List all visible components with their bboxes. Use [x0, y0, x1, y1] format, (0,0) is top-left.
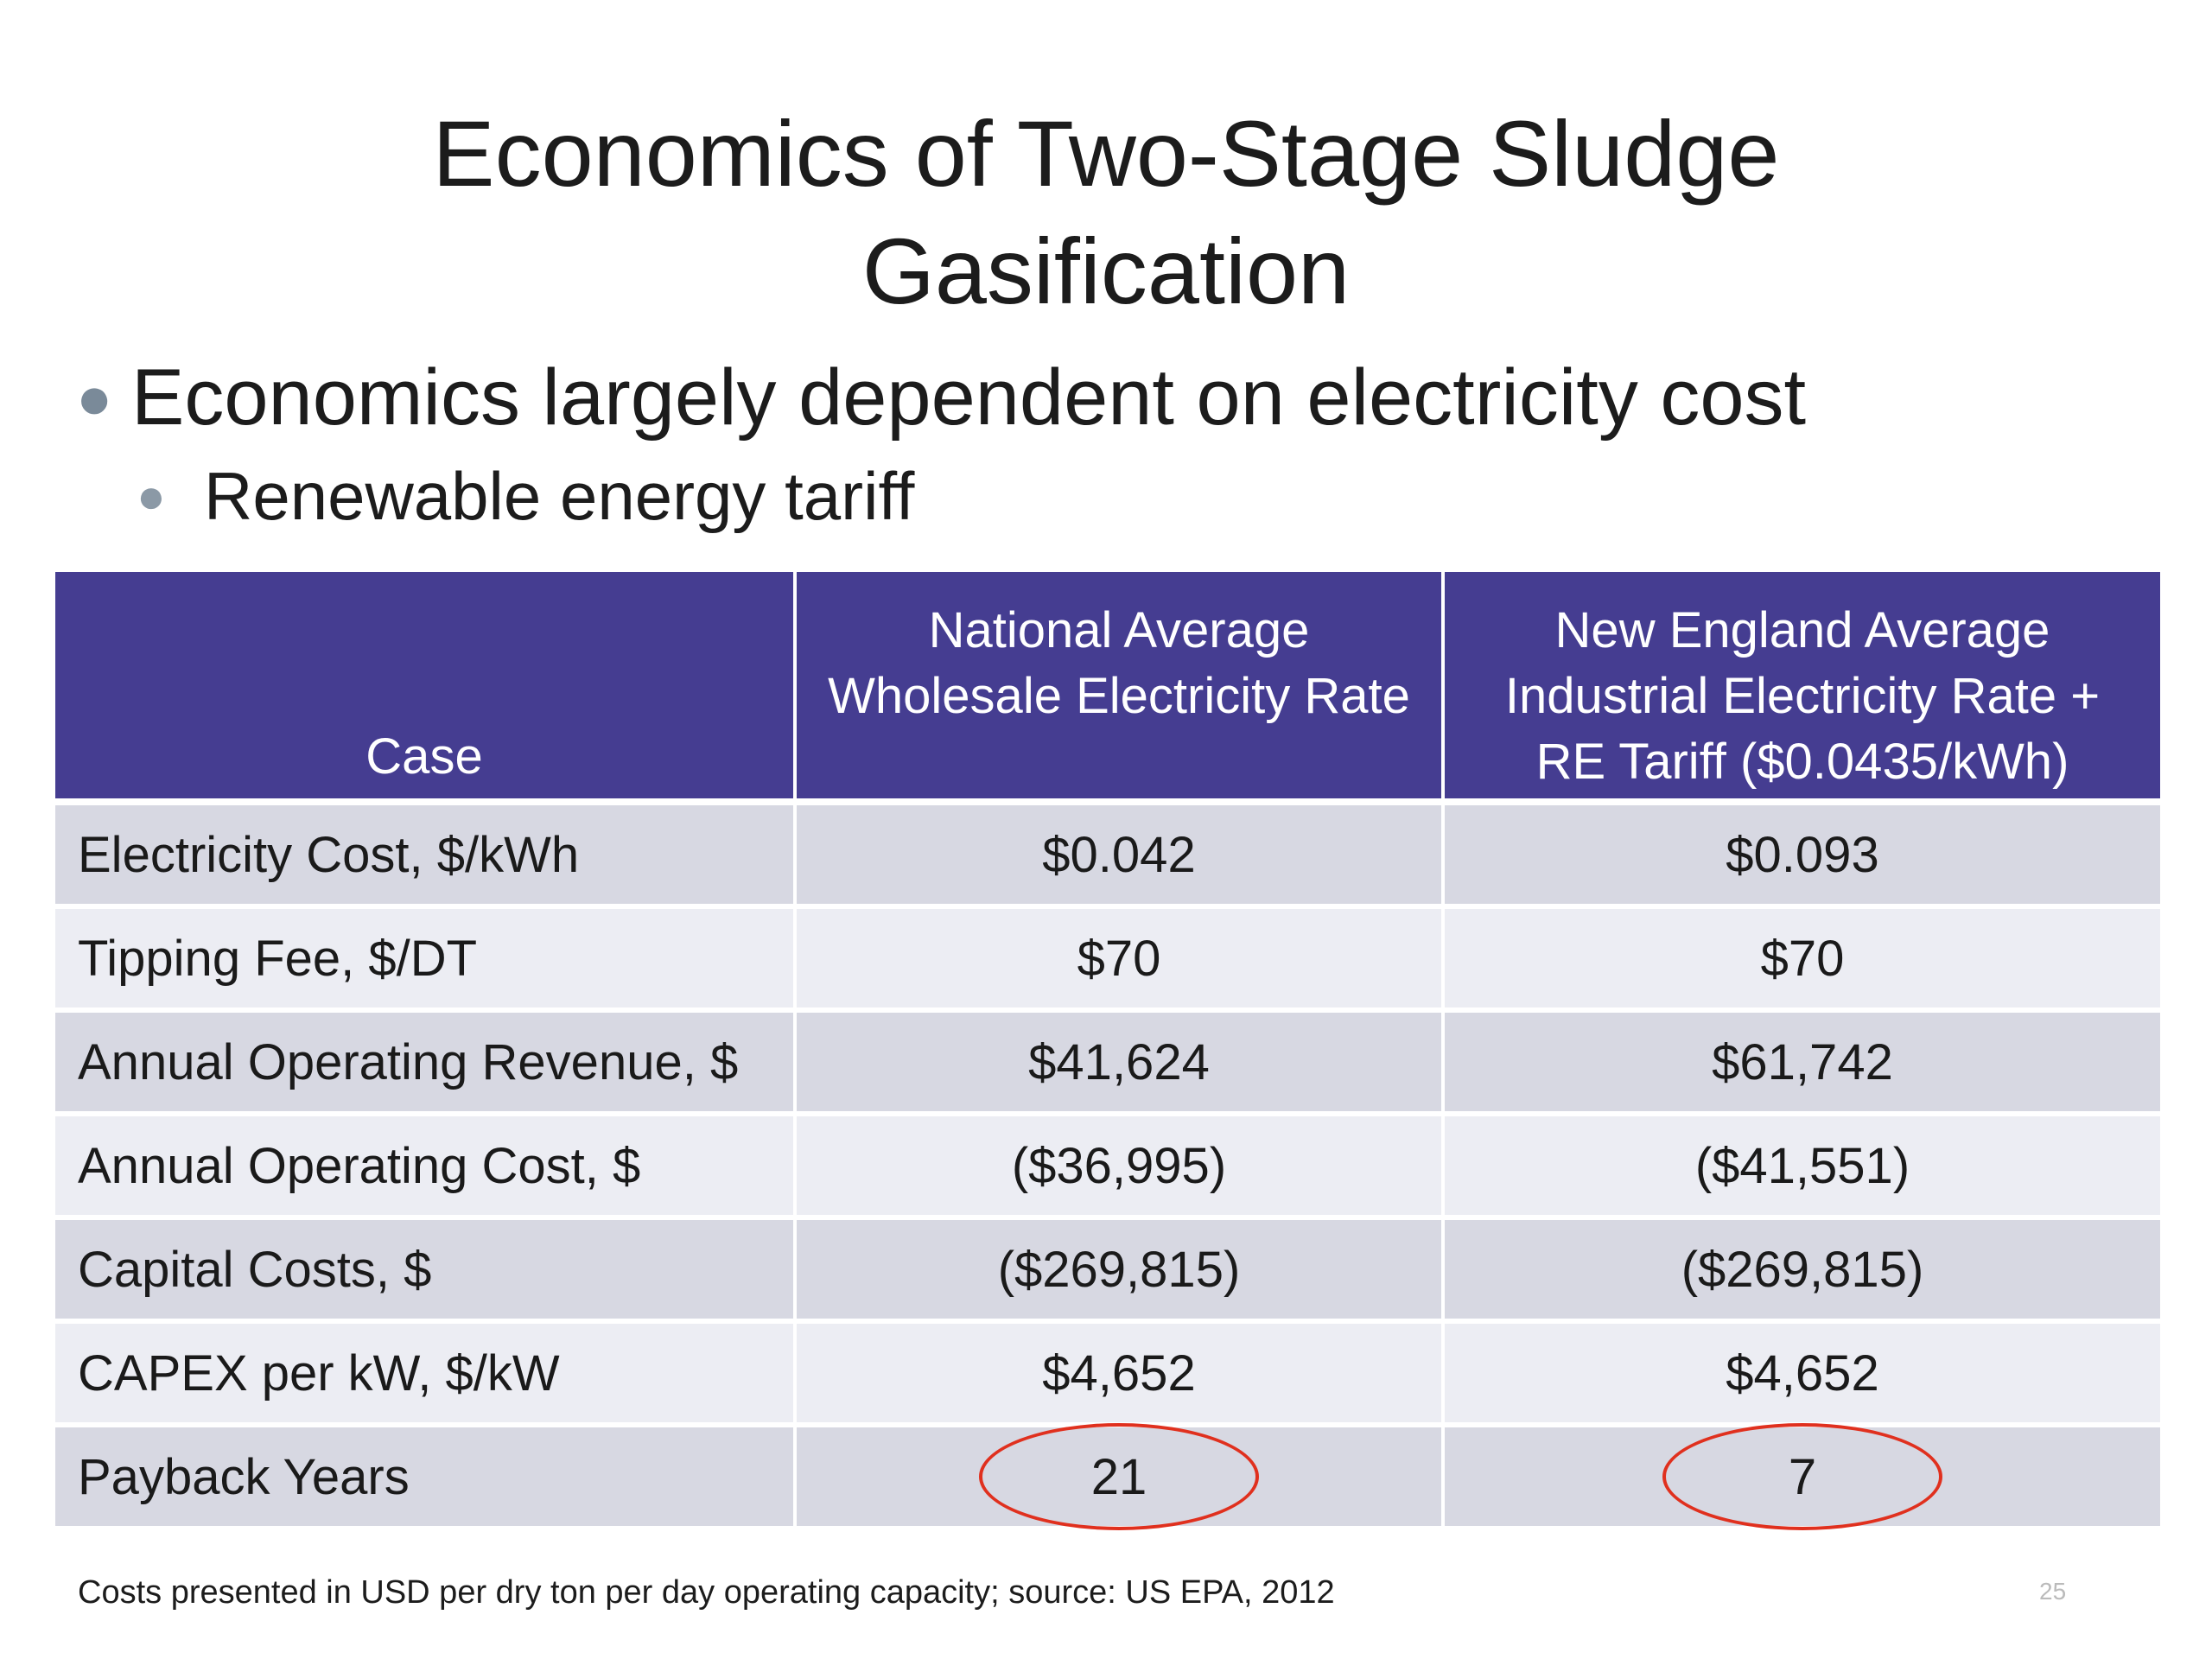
new-england-value: $0.093 — [1443, 802, 2160, 909]
header-line: National Average — [928, 602, 1310, 658]
page-number: 25 — [2039, 1578, 2067, 1605]
footnote: Costs presented in USD per dry ton per d… — [78, 1574, 1335, 1611]
national-payback-cell: 21 — [795, 1423, 1445, 1531]
national-value: $4,652 — [795, 1321, 1445, 1427]
highlight-ellipse — [1662, 1423, 1942, 1530]
bullet-text: Economics largely dependent on electrici… — [131, 353, 1807, 442]
table-header-row: Case National Average Wholesale Electric… — [55, 572, 2160, 805]
national-value: ($36,995) — [795, 1114, 1445, 1220]
header-case: Case — [55, 572, 797, 805]
row-label: Annual Operating Revenue, $ — [55, 1010, 797, 1116]
national-value: ($269,815) — [795, 1217, 1445, 1324]
slide-title-line-2: Gasification — [861, 219, 1351, 323]
row-label: Payback Years — [55, 1425, 797, 1531]
bullet-level-1: ● Economics largely dependent on electri… — [76, 346, 2167, 449]
header-national-average: National Average Wholesale Electricity R… — [795, 572, 1445, 805]
new-england-payback-cell: 7 — [1443, 1423, 2160, 1531]
row-label: Electricity Cost, $/kWh — [55, 802, 797, 909]
header-line: Wholesale Electricity Rate — [828, 668, 1410, 724]
bullet-dot-icon: ● — [137, 468, 166, 523]
table-row: Electricity Cost, $/kWh $0.042 $0.093 — [55, 802, 2160, 909]
new-england-value: $61,742 — [1443, 1010, 2160, 1116]
national-value: $70 — [795, 906, 1445, 1013]
table-row: Annual Operating Cost, $ ($36,995) ($41,… — [55, 1114, 2160, 1220]
new-england-value: ($269,815) — [1443, 1217, 2160, 1324]
economics-table: Case National Average Wholesale Electric… — [55, 572, 2160, 1531]
header-line: New England Average — [1554, 602, 2050, 658]
table-row: CAPEX per kW, $/kW $4,652 $4,652 — [55, 1321, 2160, 1427]
bullet-list: ● Economics largely dependent on electri… — [76, 346, 2167, 541]
header-line: RE Tariff ($0.0435/kWh) — [1535, 734, 2069, 790]
new-england-value: $4,652 — [1443, 1321, 2160, 1427]
bullet-level-2: ● Renewable energy tariff — [137, 451, 2167, 541]
slide-title-line-1: Economics of Two-Stage Sludge — [432, 101, 1780, 206]
new-england-value: $70 — [1443, 906, 2160, 1013]
row-label: Tipping Fee, $/DT — [55, 906, 797, 1013]
table-row-payback: Payback Years 21 7 — [55, 1423, 2160, 1531]
table-row: Capital Costs, $ ($269,815) ($269,815) — [55, 1217, 2160, 1324]
row-label: CAPEX per kW, $/kW — [55, 1321, 797, 1427]
national-value: $0.042 — [795, 802, 1445, 909]
highlight-ellipse — [979, 1423, 1259, 1530]
slide-title: Economics of Two-Stage Sludge Gasificati… — [0, 95, 2212, 330]
row-label: Annual Operating Cost, $ — [55, 1114, 797, 1220]
header-line: Case — [365, 728, 483, 785]
row-label: Capital Costs, $ — [55, 1217, 797, 1324]
table-row: Tipping Fee, $/DT $70 $70 — [55, 906, 2160, 1013]
new-england-value: ($41,551) — [1443, 1114, 2160, 1220]
header-new-england-average: New England Average Industrial Electrici… — [1443, 572, 2160, 805]
bullet-dot-icon: ● — [76, 364, 113, 431]
bullet-text: Renewable energy tariff — [204, 458, 915, 534]
national-value: $41,624 — [795, 1010, 1445, 1116]
table-row: Annual Operating Revenue, $ $41,624 $61,… — [55, 1010, 2160, 1116]
header-line: Industrial Electricity Rate + — [1504, 668, 2101, 724]
